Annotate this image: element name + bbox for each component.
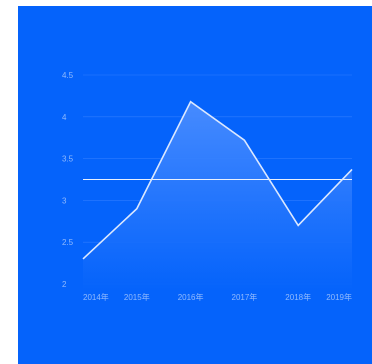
area-fill xyxy=(83,101,352,290)
y-tick-label: 2.5 xyxy=(62,238,74,247)
x-tick-label: 2017年 xyxy=(232,292,258,302)
area-fill-group xyxy=(83,101,352,290)
x-axis-ticks: 2014年 2015年 2016年 2017年 2018年 2019年 xyxy=(83,292,352,302)
x-tick-label: 2018年 xyxy=(285,292,311,302)
series-line xyxy=(82,100,353,260)
y-tick-label: 3 xyxy=(62,196,67,205)
x-tick-label: 2019年 xyxy=(326,292,352,302)
y-tick-label: 4 xyxy=(62,113,67,122)
x-tick-label: 2015年 xyxy=(124,292,150,302)
y-axis-ticks: 2 2.5 3 3.5 4 4.5 xyxy=(62,71,74,289)
y-tick-label: 2 xyxy=(62,280,67,289)
y-tick-label: 3.5 xyxy=(62,155,74,164)
y-tick-label: 4.5 xyxy=(62,71,74,80)
x-tick-label: 2016年 xyxy=(178,292,204,302)
series-line-group xyxy=(82,100,353,260)
x-tick-label: 2014年 xyxy=(83,292,109,302)
